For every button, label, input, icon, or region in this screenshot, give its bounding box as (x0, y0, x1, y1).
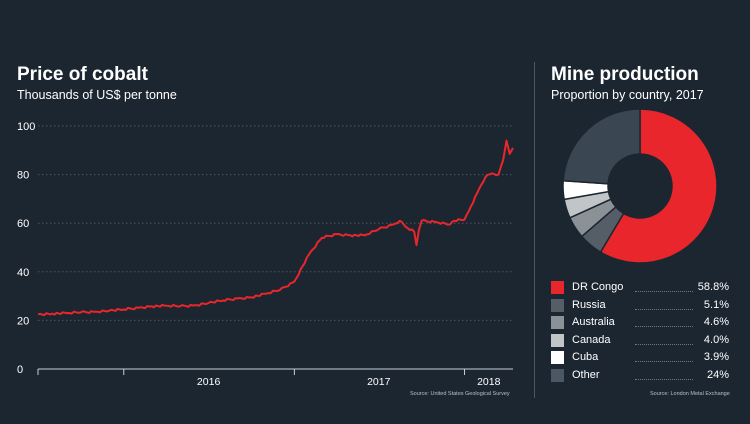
y-tick-label: 20 (17, 315, 29, 327)
legend-leader-dots (635, 326, 693, 327)
legend-item-australia: Australia 4.6% (551, 316, 729, 330)
legend-leader-dots (635, 308, 693, 310)
line-chart-subtitle: Thousands of US$ per tonne (17, 88, 177, 102)
legend-value: 3.9% (703, 351, 729, 363)
legend-item-russia: Russia 5.1% (551, 298, 729, 313)
legend-swatch (551, 351, 564, 364)
legend-value: 4.6% (703, 316, 729, 328)
legend-label: Australia (572, 316, 615, 328)
legend-swatch (551, 298, 564, 312)
y-tick-label: 0 (17, 364, 23, 376)
slice-dr-congo (599, 108, 718, 264)
y-tick-label: 60 (17, 218, 29, 230)
legend-label: Canada (572, 333, 611, 346)
slice-canada (563, 190, 612, 219)
y-tick-label: 100 (17, 121, 35, 133)
legend-label: DR Congo (572, 281, 624, 293)
slice-russia (580, 205, 625, 254)
y-tick-label: 40 (17, 267, 29, 279)
price-line-chart: 0 20 40 60 80 100 2016 2017 2018 (17, 121, 514, 388)
legend-item-canada: Canada 4.0% (551, 333, 729, 348)
legend-label: Russia (572, 298, 606, 311)
donut-chart-title: Mine production (551, 64, 699, 85)
legend-item-other: Other 24% (551, 368, 729, 383)
legend-value: 4.0% (703, 333, 729, 346)
line-chart-source: Source: United States Geological Survey (410, 391, 510, 397)
legend-item-dr-congo: DR Congo 58.8% (551, 281, 729, 295)
legend-label: Cuba (572, 351, 599, 363)
legend-label: Other (572, 368, 600, 381)
legend-swatch (551, 316, 564, 329)
legend-leader-dots (635, 343, 693, 345)
price-series-line (37, 139, 514, 317)
legend-item-cuba: Cuba 3.9% (551, 351, 729, 365)
x-tick-label: 2018 (477, 376, 501, 388)
slice-cuba (562, 179, 610, 201)
slice-australia (568, 198, 617, 238)
legend-leader-dots (635, 291, 693, 292)
panel-divider (534, 62, 535, 398)
y-tick-label: 80 (17, 170, 29, 182)
legend-swatch (551, 333, 564, 347)
legend-leader-dots (635, 378, 693, 380)
x-tick-label: 2017 (367, 376, 391, 388)
donut-chart-source: Source: London Metal Exchange (650, 391, 730, 397)
legend-value: 24% (706, 368, 729, 381)
legend-leader-dots (635, 361, 693, 362)
legend-swatch (551, 281, 564, 294)
legend-value: 5.1% (703, 298, 729, 311)
line-chart-title: Price of cobalt (17, 64, 148, 85)
legend-value: 58.8% (697, 281, 729, 293)
legend-swatch (551, 368, 564, 382)
x-tick-label: 2016 (197, 376, 221, 388)
donut-chart-subtitle: Proportion by country, 2017 (551, 88, 704, 102)
slice-other (562, 108, 641, 185)
